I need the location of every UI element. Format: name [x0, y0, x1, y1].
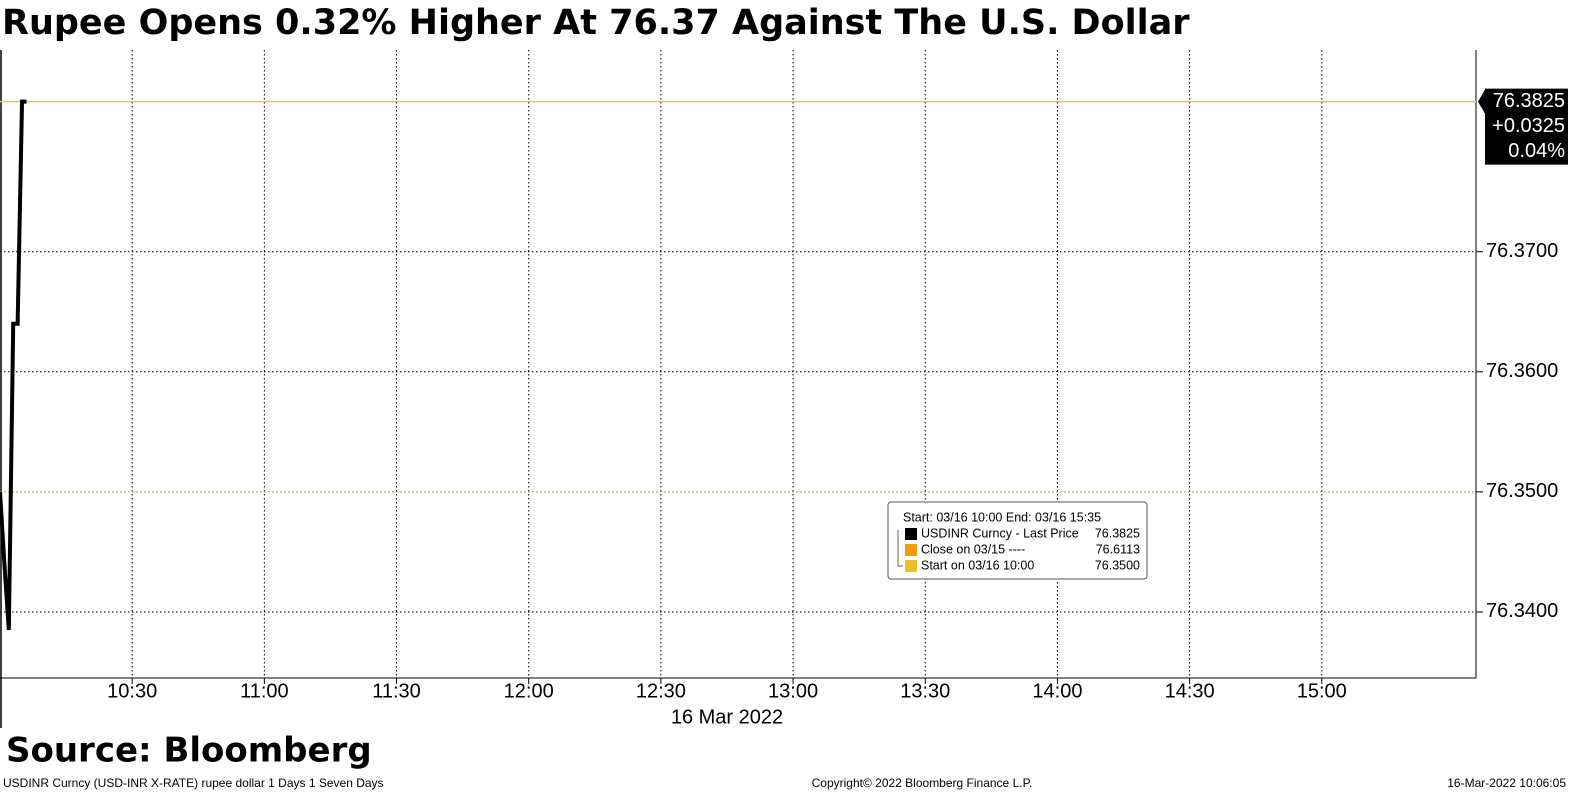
last-box-label: 76.3825: [1493, 90, 1565, 112]
legend-name: USDINR Curncy - Last Price: [921, 526, 1079, 540]
x-tick-label: 13:00: [768, 680, 818, 702]
y-tick-label: 76.3600: [1486, 360, 1558, 382]
x-tick-label: 11:00: [240, 680, 289, 702]
x-tick-label: 12:30: [636, 680, 686, 702]
y-tick-label: 76.3500: [1486, 480, 1558, 502]
last-box-label: +0.0325: [1492, 115, 1565, 137]
legend-title: Start: 03/16 10:00 End: 03/16 15:35: [903, 510, 1101, 524]
legend-box: [887, 501, 1148, 580]
x-tick-label: 12:00: [504, 680, 554, 702]
x-tick-label: 13:30: [900, 680, 950, 702]
legend-swatch: [905, 560, 917, 572]
footer-center: Copyright© 2022 Bloomberg Finance L.P.: [812, 776, 1033, 790]
legend-swatch: [905, 528, 917, 540]
legend-name: Close on 03/15 ----: [921, 542, 1025, 556]
legend-value: 76.6113: [1096, 542, 1140, 556]
x-tick-label: 14:00: [1032, 680, 1082, 702]
x-tick-label: 14:30: [1165, 680, 1215, 702]
y-tick-label: 76.3700: [1486, 240, 1558, 262]
legend: Start: 03/16 10:00 End: 03/16 15:35 USDIN…: [887, 501, 1148, 580]
x-axis-label: 16 Mar 2022: [671, 706, 783, 728]
last-box: [1478, 88, 1568, 165]
legend-swatch: [905, 544, 917, 556]
legend-tree: [897, 530, 903, 567]
x-tick-label: 11:30: [372, 680, 421, 702]
x-tick-label: 15:00: [1297, 680, 1347, 702]
source: Source: Bloomberg: [6, 731, 372, 771]
last-box-label: 0.04%: [1508, 140, 1565, 162]
price-line: [0, 99, 27, 631]
legend-name: Start on 03/16 10:00: [921, 558, 1034, 572]
legend-value: 76.3500: [1095, 558, 1140, 572]
footer-left: USDINR Curncy (USD-INR X-RATE) rupee dol…: [3, 776, 384, 790]
chart-title: Rupee Opens 0.32% Higher At 76.37 Agains…: [2, 3, 1190, 43]
y-tick-label: 76.3400: [1486, 600, 1558, 622]
footer-right: 16-Mar-2022 10:06:05: [1447, 776, 1566, 790]
legend-value: 76.3825: [1095, 526, 1140, 540]
x-tick-label: 10:30: [107, 680, 157, 702]
